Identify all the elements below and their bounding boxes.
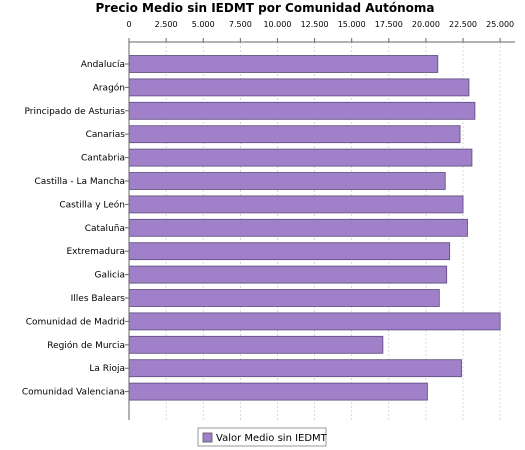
- bar: [128, 382, 428, 401]
- category-label: Canarias: [86, 130, 126, 140]
- category-label: Castilla - La Mancha: [34, 177, 125, 187]
- bars: [128, 55, 501, 401]
- chart-title: Precio Medio sin IEDMT por Comunidad Aut…: [96, 1, 435, 15]
- bar: [128, 335, 384, 354]
- category-label: Castilla y León: [59, 199, 125, 210]
- tick-label: 7.500: [229, 20, 252, 29]
- category-labels: Andalucía Aragón Principado de Asturias Can…: [22, 60, 129, 398]
- tick-label: 25.000: [486, 20, 514, 29]
- tick-label: 12.500: [301, 20, 329, 29]
- category-label: Cataluña: [85, 224, 125, 234]
- bar: [128, 148, 473, 167]
- tick-label: 17.500: [375, 20, 403, 29]
- bar: [128, 265, 448, 284]
- bar: [128, 101, 476, 120]
- tick-label: 22.500: [449, 20, 477, 29]
- category-label: Comunidad Valenciana: [22, 388, 125, 398]
- bar: [128, 78, 470, 97]
- tick-label: 10.000: [263, 20, 291, 29]
- bar: [128, 172, 446, 190]
- bar: [128, 195, 464, 214]
- bar: [128, 289, 440, 307]
- tick-label: 2.500: [155, 20, 178, 29]
- tick-label: 5.000: [192, 20, 215, 29]
- category-label: Comunidad de Madrid: [26, 317, 125, 327]
- legend-box: [197, 427, 327, 447]
- category-label: Galicia: [95, 271, 125, 281]
- bar: [128, 55, 439, 73]
- legend-label: Valor Medio sin IEDMT: [216, 433, 328, 444]
- tick-label: 0: [126, 20, 131, 29]
- bar: [128, 125, 461, 144]
- bar: [128, 218, 468, 237]
- x-axis-ticks: 0 2.500 5.000 7.500 10.000 12.500 15.000 17.500…: [126, 20, 514, 42]
- bar: [128, 359, 462, 378]
- category-label: Aragón: [93, 82, 125, 93]
- legend-swatch: [202, 432, 213, 443]
- category-label: La Rioja: [89, 364, 125, 374]
- category-label: Illes Balears: [71, 294, 126, 304]
- tick-label: 20.000: [412, 20, 440, 29]
- tick-label: 15.000: [338, 20, 366, 29]
- category-label: Andalucía: [81, 60, 125, 70]
- category-label: Principado de Asturias: [24, 107, 125, 117]
- category-label: Región de Murcia: [47, 340, 125, 351]
- category-label: Cantabria: [81, 154, 125, 164]
- bar: [128, 312, 501, 331]
- bar: [128, 242, 451, 261]
- legend: Valor Medio sin IEDMT: [197, 427, 328, 447]
- category-label: Extremadura: [67, 247, 126, 257]
